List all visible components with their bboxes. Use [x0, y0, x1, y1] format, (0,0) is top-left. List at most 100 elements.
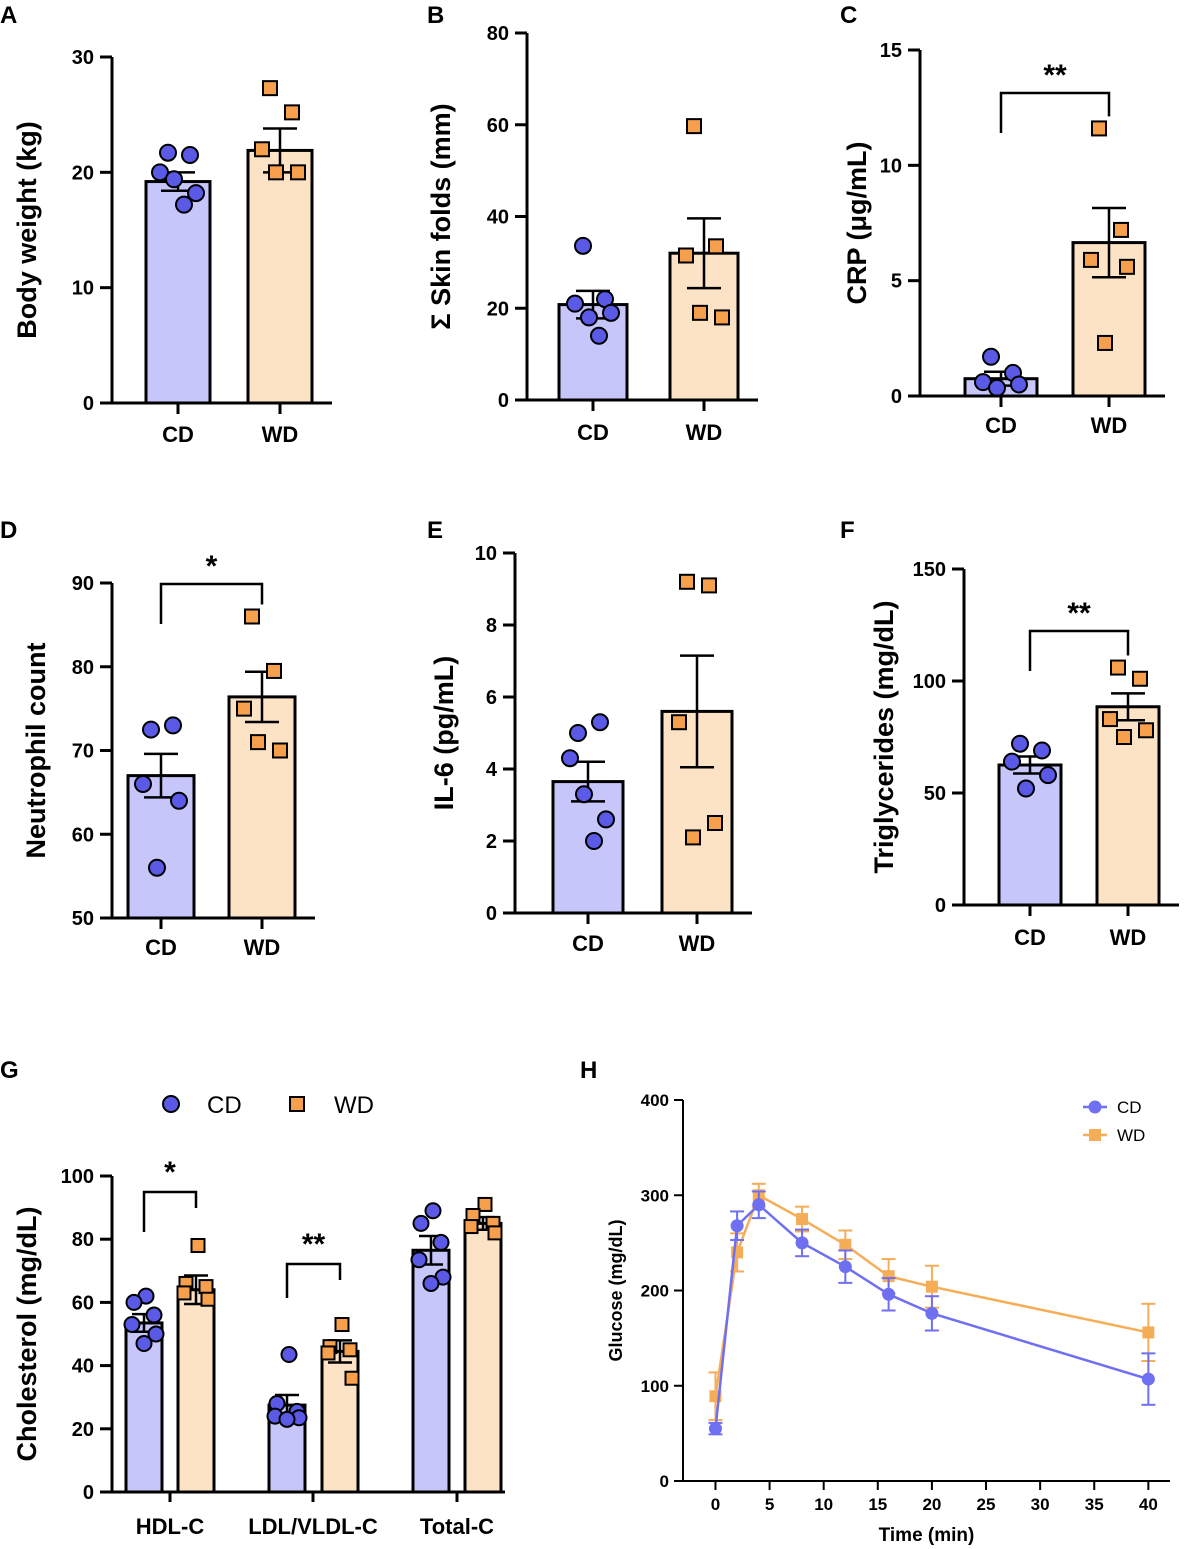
legend-label-cd: CD: [1117, 1098, 1142, 1117]
panel-e-y-tick-label: 2: [486, 831, 497, 853]
panel-f-y-tick-label: 0: [935, 895, 946, 917]
x-category-label: CD: [572, 931, 604, 956]
legend-label-wd: WD: [334, 1092, 374, 1119]
significance-bracket: [159, 582, 264, 624]
data-point-cd: [561, 749, 579, 768]
panel-c-y-tick-label: 0: [891, 386, 902, 408]
bar-wd: [246, 148, 314, 405]
panel-g-y-tick-label: 60: [72, 1292, 94, 1314]
legend-marker-cd: [1088, 1100, 1102, 1114]
x-category-label: WD: [1091, 413, 1128, 438]
data-point-cd: [147, 1325, 165, 1343]
x-category-label: WD: [679, 931, 716, 956]
y-tick-label: 200: [641, 1282, 669, 1301]
panel-g-y-tick-label: 100: [61, 1166, 94, 1188]
data-point-cd: [575, 785, 593, 804]
data-point-cd: [574, 236, 592, 255]
panel-b-y-tick-label: 0: [498, 390, 509, 412]
data-point-cd: [730, 1219, 744, 1233]
bar-cd: [144, 180, 212, 405]
data-point-cd: [882, 1287, 896, 1301]
y-axis-title: IL-6 (pg/mL): [429, 656, 459, 810]
data-point-wd: [701, 577, 717, 594]
x-tick-label: 0: [711, 1495, 720, 1514]
data-point-wd: [685, 829, 701, 846]
data-point-cd: [175, 195, 193, 214]
data-point-cd: [148, 858, 166, 877]
data-point-cd: [988, 378, 1006, 397]
data-point-wd: [1116, 729, 1132, 745]
panel-a-y-tick-label: 20: [72, 162, 94, 184]
panel-c-y-tick-label: 10: [880, 155, 902, 177]
data-point-wd: [342, 1342, 358, 1358]
panel-letter-f: F: [840, 517, 855, 544]
panel-f-y-tick-label: 150: [913, 559, 946, 581]
data-point-wd: [1083, 251, 1099, 268]
panel-e-y-tick-label: 10: [475, 543, 497, 565]
panel-letter-g: G: [0, 1057, 19, 1084]
panel-e-y-tick-label: 0: [486, 903, 497, 925]
panel-g-y-tick-label: 0: [83, 1482, 94, 1504]
data-point-wd: [1138, 722, 1154, 739]
data-point-cd: [422, 1274, 440, 1292]
panel-d-y-tick-label: 90: [72, 573, 94, 595]
panel-d-y-tick-label: 70: [72, 741, 94, 763]
significance-label: **: [302, 1228, 326, 1261]
data-point-cd: [159, 143, 177, 162]
panel-a-y-tick-label: 30: [72, 47, 94, 69]
data-point-cd: [1017, 779, 1035, 798]
panel-d-y-tick-label: 60: [72, 824, 94, 846]
panel-letter-c: C: [840, 2, 857, 29]
data-point-wd: [290, 164, 306, 181]
panel-g-y-tick-label: 40: [72, 1356, 94, 1378]
bar-wd: [227, 695, 297, 920]
data-point-cd: [1011, 734, 1029, 753]
panel-letter-h: H: [580, 1057, 597, 1084]
x-tick-label: 5: [765, 1495, 774, 1514]
significance-label: *: [206, 550, 218, 583]
panel-c-y-tick-label: 5: [891, 271, 902, 293]
panel-e-y-tick-label: 6: [486, 687, 497, 709]
panel-c: C CRP (μg/mL) CD WD 0 5 10 15 **: [840, 2, 1165, 438]
data-point-wd: [839, 1238, 852, 1251]
x-category-label: CD: [145, 935, 177, 960]
legend-marker-cd: [162, 1095, 180, 1113]
significance-bracket: [285, 1262, 342, 1298]
data-point-cd: [569, 724, 587, 742]
panel-f-y-tick-label: 100: [913, 671, 946, 693]
bar-wd: [176, 1288, 216, 1494]
data-point-wd: [266, 662, 282, 679]
panel-b-y-tick-label: 20: [487, 298, 509, 320]
significance-bracket: [999, 91, 1111, 133]
data-point-cd: [123, 1316, 141, 1334]
data-point-cd: [424, 1202, 442, 1220]
data-point-wd: [1110, 659, 1126, 676]
panel-e-y-tick-label: 8: [486, 615, 497, 637]
y-tick-label: 100: [641, 1377, 669, 1396]
legend-marker-wd: [1089, 1129, 1101, 1141]
x-category-label: WD: [244, 935, 281, 960]
data-point-wd: [882, 1270, 895, 1283]
data-point-wd: [1102, 711, 1118, 728]
data-point-cd: [580, 308, 598, 327]
data-point-wd: [268, 164, 284, 181]
data-point-cd: [181, 146, 199, 165]
x-axis-title: Time (min): [879, 1525, 975, 1546]
y-axis-title: Σ Skin folds (mm): [426, 103, 456, 329]
x-tick-label: 10: [814, 1495, 833, 1514]
significance-bracket: [142, 1190, 198, 1232]
data-point-cd: [170, 791, 188, 810]
panel-d-y-tick-label: 50: [72, 908, 94, 930]
data-point-wd: [244, 608, 260, 625]
data-point-wd: [320, 1345, 336, 1361]
panel-h: H 0 100 200 300 400 0 5 10 15 20 25 30 35 40 Time (min)…: [580, 1057, 1170, 1546]
panel-c-y-tick-label: 15: [880, 40, 902, 62]
data-point-wd: [708, 238, 724, 255]
series-line-wd: [714, 1193, 1149, 1397]
x-tick-label: 40: [1139, 1495, 1158, 1514]
data-point-wd: [487, 1225, 503, 1241]
data-point-cd: [164, 716, 182, 735]
panel-g-y-tick-label: 80: [72, 1229, 94, 1251]
data-point-cd: [838, 1260, 852, 1274]
data-point-wd: [692, 304, 708, 321]
